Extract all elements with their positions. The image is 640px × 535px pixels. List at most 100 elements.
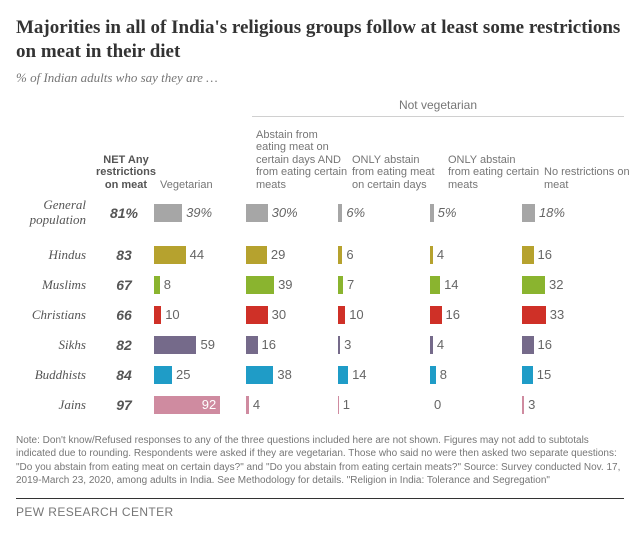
bar bbox=[430, 336, 433, 354]
bar-value: 3 bbox=[344, 337, 351, 352]
bar-value: 6% bbox=[346, 205, 365, 220]
bar bbox=[522, 396, 524, 414]
bar-cell: 1 bbox=[338, 396, 430, 414]
bar-cell: 25 bbox=[154, 366, 246, 384]
bar-value: 6 bbox=[346, 247, 353, 262]
not-vegetarian-group-header: Not vegetarian bbox=[252, 98, 624, 117]
net-value: 81% bbox=[94, 205, 154, 221]
bar bbox=[430, 276, 440, 294]
bar-cell: 6 bbox=[338, 246, 430, 264]
net-value: 67 bbox=[94, 277, 154, 293]
bar bbox=[338, 204, 342, 222]
bar bbox=[246, 306, 268, 324]
bar bbox=[430, 306, 442, 324]
bar-cell: 30% bbox=[246, 204, 338, 222]
bar-value: 16 bbox=[446, 307, 460, 322]
bar-cell: 3 bbox=[338, 336, 430, 354]
bar-value: 25 bbox=[176, 367, 190, 382]
col-header-veg: Vegetarian bbox=[158, 179, 254, 192]
data-row: Christians661030101633 bbox=[16, 300, 624, 330]
bar-cell: 16 bbox=[430, 306, 522, 324]
bar-value: 18% bbox=[539, 205, 565, 220]
net-value: 83 bbox=[94, 247, 154, 263]
data-rows-container: General population81% 39% 30% 6% 5% 18% Hindus… bbox=[16, 198, 624, 420]
bar bbox=[338, 246, 342, 264]
net-value: 84 bbox=[94, 367, 154, 383]
bar-cell: 14 bbox=[338, 366, 430, 384]
bar-value: 29 bbox=[271, 247, 285, 262]
bar-cell: 16 bbox=[522, 336, 614, 354]
data-row: Hindus8344296416 bbox=[16, 240, 624, 270]
data-row: Muslims67 8 39 7 1432 bbox=[16, 270, 624, 300]
bar-value: 7 bbox=[347, 277, 354, 292]
bar-cell: 6% bbox=[338, 204, 430, 222]
bar-value: 16 bbox=[538, 247, 552, 262]
net-value: 66 bbox=[94, 307, 154, 323]
bar bbox=[338, 396, 339, 414]
chart-footer: PEW RESEARCH CENTER bbox=[16, 498, 624, 519]
bar bbox=[522, 246, 534, 264]
bar bbox=[246, 246, 267, 264]
bar-value: 38 bbox=[277, 367, 291, 382]
bar-value: 4 bbox=[253, 397, 260, 412]
bar-cell: 30 bbox=[246, 306, 338, 324]
bar-value: 30% bbox=[272, 205, 298, 220]
bar-cell: 16 bbox=[522, 246, 614, 264]
bar-value: 16 bbox=[262, 337, 276, 352]
bar-cell: 7 bbox=[338, 276, 430, 294]
bar-cell: 8 bbox=[154, 276, 246, 294]
bar bbox=[430, 204, 434, 222]
col-header-c4: No restrictions on meat bbox=[542, 166, 638, 191]
bar-value: 39% bbox=[186, 205, 212, 220]
row-label: Jains bbox=[16, 398, 94, 412]
bar bbox=[246, 276, 274, 294]
col-header-c1: Abstain from eating meat on certain days… bbox=[254, 129, 350, 192]
bar-cell: 0 bbox=[430, 396, 522, 414]
data-row: Jains97924103 bbox=[16, 390, 624, 420]
row-label: Muslims bbox=[16, 278, 94, 292]
chart-subtitle: % of Indian adults who say they are … bbox=[16, 70, 624, 86]
bar-value: 59 bbox=[200, 337, 214, 352]
row-label: Sikhs bbox=[16, 338, 94, 352]
bar-value: 92 bbox=[202, 397, 216, 412]
bar-cell: 38 bbox=[246, 366, 338, 384]
bar bbox=[154, 246, 186, 264]
bar-value: 10 bbox=[165, 307, 179, 322]
row-label: General population bbox=[16, 198, 94, 227]
bar bbox=[338, 276, 343, 294]
bar-cell: 15 bbox=[522, 366, 614, 384]
chart-note: Note: Don't know/Refused responses to an… bbox=[16, 434, 624, 488]
bar-cell: 92 bbox=[154, 396, 246, 414]
bar-cell: 14 bbox=[430, 276, 522, 294]
bar-cell: 32 bbox=[522, 276, 614, 294]
bar-value: 30 bbox=[272, 307, 286, 322]
bar-value: 8 bbox=[164, 277, 171, 292]
bar bbox=[522, 336, 534, 354]
column-headers-row: NET Any restrictions on meat Vegetarian … bbox=[16, 129, 624, 192]
bar-value: 39 bbox=[278, 277, 292, 292]
row-label: Hindus bbox=[16, 248, 94, 262]
bar bbox=[430, 366, 436, 384]
bar bbox=[522, 204, 535, 222]
row-label: Buddhists bbox=[16, 368, 94, 382]
bar-value: 44 bbox=[190, 247, 204, 262]
bar bbox=[522, 306, 546, 324]
bar-value: 1 bbox=[343, 397, 350, 412]
bar-value: 5% bbox=[438, 205, 457, 220]
data-row: Buddhists84 25 38 14815 bbox=[16, 360, 624, 390]
bar-cell: 8 bbox=[430, 366, 522, 384]
bar-cell: 4 bbox=[246, 396, 338, 414]
bar-value: 10 bbox=[349, 307, 363, 322]
bar bbox=[246, 336, 258, 354]
bar bbox=[246, 204, 268, 222]
net-value: 97 bbox=[94, 397, 154, 413]
bar-value: 4 bbox=[437, 337, 444, 352]
bar-cell: 10 bbox=[154, 306, 246, 324]
bar bbox=[154, 336, 196, 354]
bar bbox=[246, 396, 249, 414]
data-row: Sikhs8259163416 bbox=[16, 330, 624, 360]
bar bbox=[154, 366, 172, 384]
bar-cell: 29 bbox=[246, 246, 338, 264]
row-label: Christians bbox=[16, 308, 94, 322]
bar bbox=[338, 366, 348, 384]
